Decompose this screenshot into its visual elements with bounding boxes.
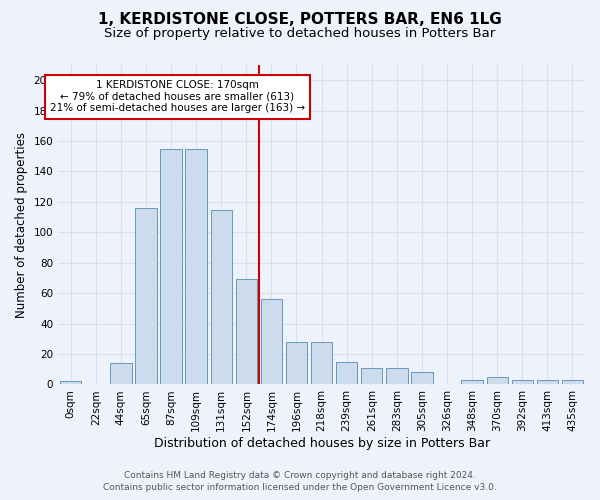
- Bar: [261, 300, 282, 384]
- Bar: [461, 380, 483, 384]
- Bar: [185, 148, 207, 384]
- Bar: [211, 210, 232, 384]
- Bar: [136, 208, 157, 384]
- Bar: [562, 380, 583, 384]
- Bar: [336, 362, 358, 384]
- Bar: [311, 342, 332, 384]
- Bar: [286, 342, 307, 384]
- Y-axis label: Number of detached properties: Number of detached properties: [15, 132, 28, 318]
- Bar: [386, 368, 407, 384]
- Bar: [236, 280, 257, 384]
- Bar: [60, 382, 82, 384]
- X-axis label: Distribution of detached houses by size in Potters Bar: Distribution of detached houses by size …: [154, 437, 490, 450]
- Bar: [361, 368, 382, 384]
- Bar: [537, 380, 558, 384]
- Bar: [512, 380, 533, 384]
- Text: 1, KERDISTONE CLOSE, POTTERS BAR, EN6 1LG: 1, KERDISTONE CLOSE, POTTERS BAR, EN6 1L…: [98, 12, 502, 28]
- Bar: [110, 363, 131, 384]
- Bar: [411, 372, 433, 384]
- Bar: [487, 377, 508, 384]
- Text: Size of property relative to detached houses in Potters Bar: Size of property relative to detached ho…: [104, 28, 496, 40]
- Text: Contains HM Land Registry data © Crown copyright and database right 2024.
Contai: Contains HM Land Registry data © Crown c…: [103, 471, 497, 492]
- Text: 1 KERDISTONE CLOSE: 170sqm
← 79% of detached houses are smaller (613)
21% of sem: 1 KERDISTONE CLOSE: 170sqm ← 79% of deta…: [50, 80, 305, 114]
- Bar: [160, 148, 182, 384]
